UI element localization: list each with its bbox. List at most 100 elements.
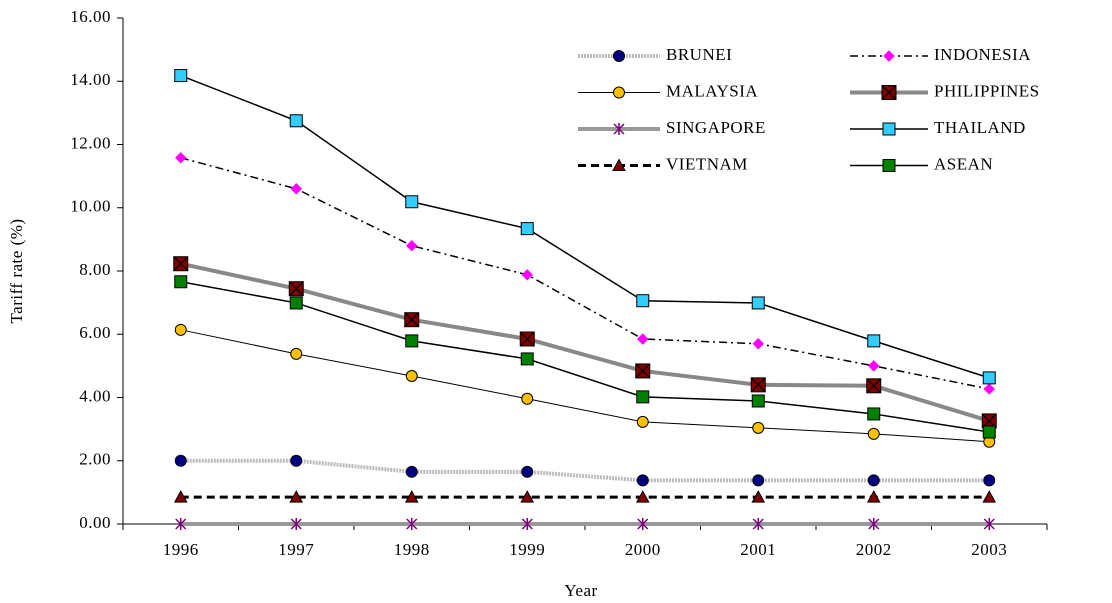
series-markers	[175, 518, 995, 530]
series-markers	[174, 275, 996, 439]
marker-cross	[750, 377, 766, 393]
marker	[752, 518, 764, 530]
marker-cross	[866, 378, 882, 394]
marker	[405, 334, 419, 348]
marker	[290, 518, 302, 530]
series-line	[180, 261, 990, 423]
marker	[290, 183, 302, 195]
marker	[982, 425, 996, 439]
marker	[288, 281, 304, 297]
marker	[520, 352, 534, 366]
marker-cross	[404, 312, 420, 328]
marker	[173, 490, 188, 503]
marker	[983, 518, 995, 530]
series-markers	[174, 69, 996, 385]
marker	[866, 490, 881, 503]
marker-cross	[635, 363, 651, 379]
marker	[751, 296, 765, 310]
marker	[636, 390, 650, 404]
marker	[174, 69, 188, 83]
y-tick-label: 10.00	[70, 197, 111, 216]
marker	[752, 338, 764, 350]
x-axis-label: Year	[564, 581, 597, 600]
marker	[174, 454, 187, 467]
marker-cross	[881, 85, 897, 100]
marker	[405, 369, 418, 382]
series-line	[180, 329, 990, 443]
legend-marker	[883, 50, 895, 62]
legend-label: ASEAN	[934, 154, 993, 173]
series-markers	[174, 454, 996, 487]
marker	[635, 363, 651, 379]
legend-marker	[882, 122, 896, 136]
legend-marker	[613, 86, 625, 99]
marker	[982, 371, 996, 385]
legend-marker	[612, 158, 626, 171]
y-tick-label: 16.00	[70, 7, 111, 26]
series-line	[180, 157, 990, 390]
marker	[406, 239, 418, 252]
marker	[983, 474, 996, 487]
marker	[289, 490, 304, 503]
legend-marker	[881, 85, 897, 100]
y-axis-label: Tariff rate (%)	[7, 218, 26, 323]
series-markers	[173, 490, 997, 503]
series-line	[180, 74, 990, 379]
y-tick-label: 2.00	[79, 450, 111, 469]
series-markers	[175, 152, 995, 395]
marker-cross	[288, 281, 304, 297]
marker	[868, 518, 880, 530]
marker	[751, 394, 765, 408]
x-tick-label: 1997	[278, 540, 314, 559]
legend-marker	[613, 50, 625, 62]
y-tick-label: 8.00	[79, 260, 111, 279]
marker	[637, 518, 649, 530]
legend-label: SINGAPORE	[666, 118, 766, 137]
legend-label: VIETNAM	[666, 154, 748, 173]
legend-label: PHILIPPINES	[934, 81, 1040, 100]
marker	[174, 323, 187, 336]
marker	[520, 222, 534, 236]
marker	[983, 383, 995, 395]
series-markers	[174, 323, 996, 448]
marker	[405, 465, 418, 478]
series-line	[180, 458, 990, 483]
legend-marker	[882, 159, 896, 172]
marker	[521, 518, 533, 530]
marker	[175, 152, 187, 164]
marker	[636, 474, 649, 487]
marker	[635, 490, 650, 503]
marker-cross	[173, 256, 189, 272]
marker	[404, 312, 420, 328]
marker	[637, 333, 649, 345]
marker	[289, 114, 303, 128]
marker	[867, 407, 881, 421]
x-tick-label: 2003	[971, 540, 1007, 559]
marker	[866, 378, 882, 394]
marker	[751, 490, 766, 503]
marker	[867, 427, 880, 440]
marker	[290, 454, 303, 467]
marker	[867, 474, 880, 487]
legend-label: THAILAND	[934, 118, 1026, 137]
x-tick-label: 1998	[394, 540, 430, 559]
marker	[636, 415, 649, 428]
y-tick-label: 6.00	[79, 323, 111, 342]
marker	[173, 256, 189, 272]
marker	[290, 347, 303, 360]
series-line	[180, 281, 990, 433]
marker	[519, 331, 535, 347]
marker	[405, 195, 419, 209]
marker	[752, 474, 765, 487]
series-markers	[173, 256, 997, 429]
y-tick-label: 12.00	[70, 133, 111, 152]
marker	[404, 490, 419, 503]
marker	[175, 518, 187, 530]
marker	[520, 490, 535, 503]
x-tick-label: 1999	[509, 540, 545, 559]
legend-label: MALAYSIA	[666, 81, 758, 100]
legend-label: BRUNEI	[666, 45, 732, 64]
x-tick-label: 1996	[163, 540, 199, 559]
x-tick-label: 2001	[740, 540, 776, 559]
